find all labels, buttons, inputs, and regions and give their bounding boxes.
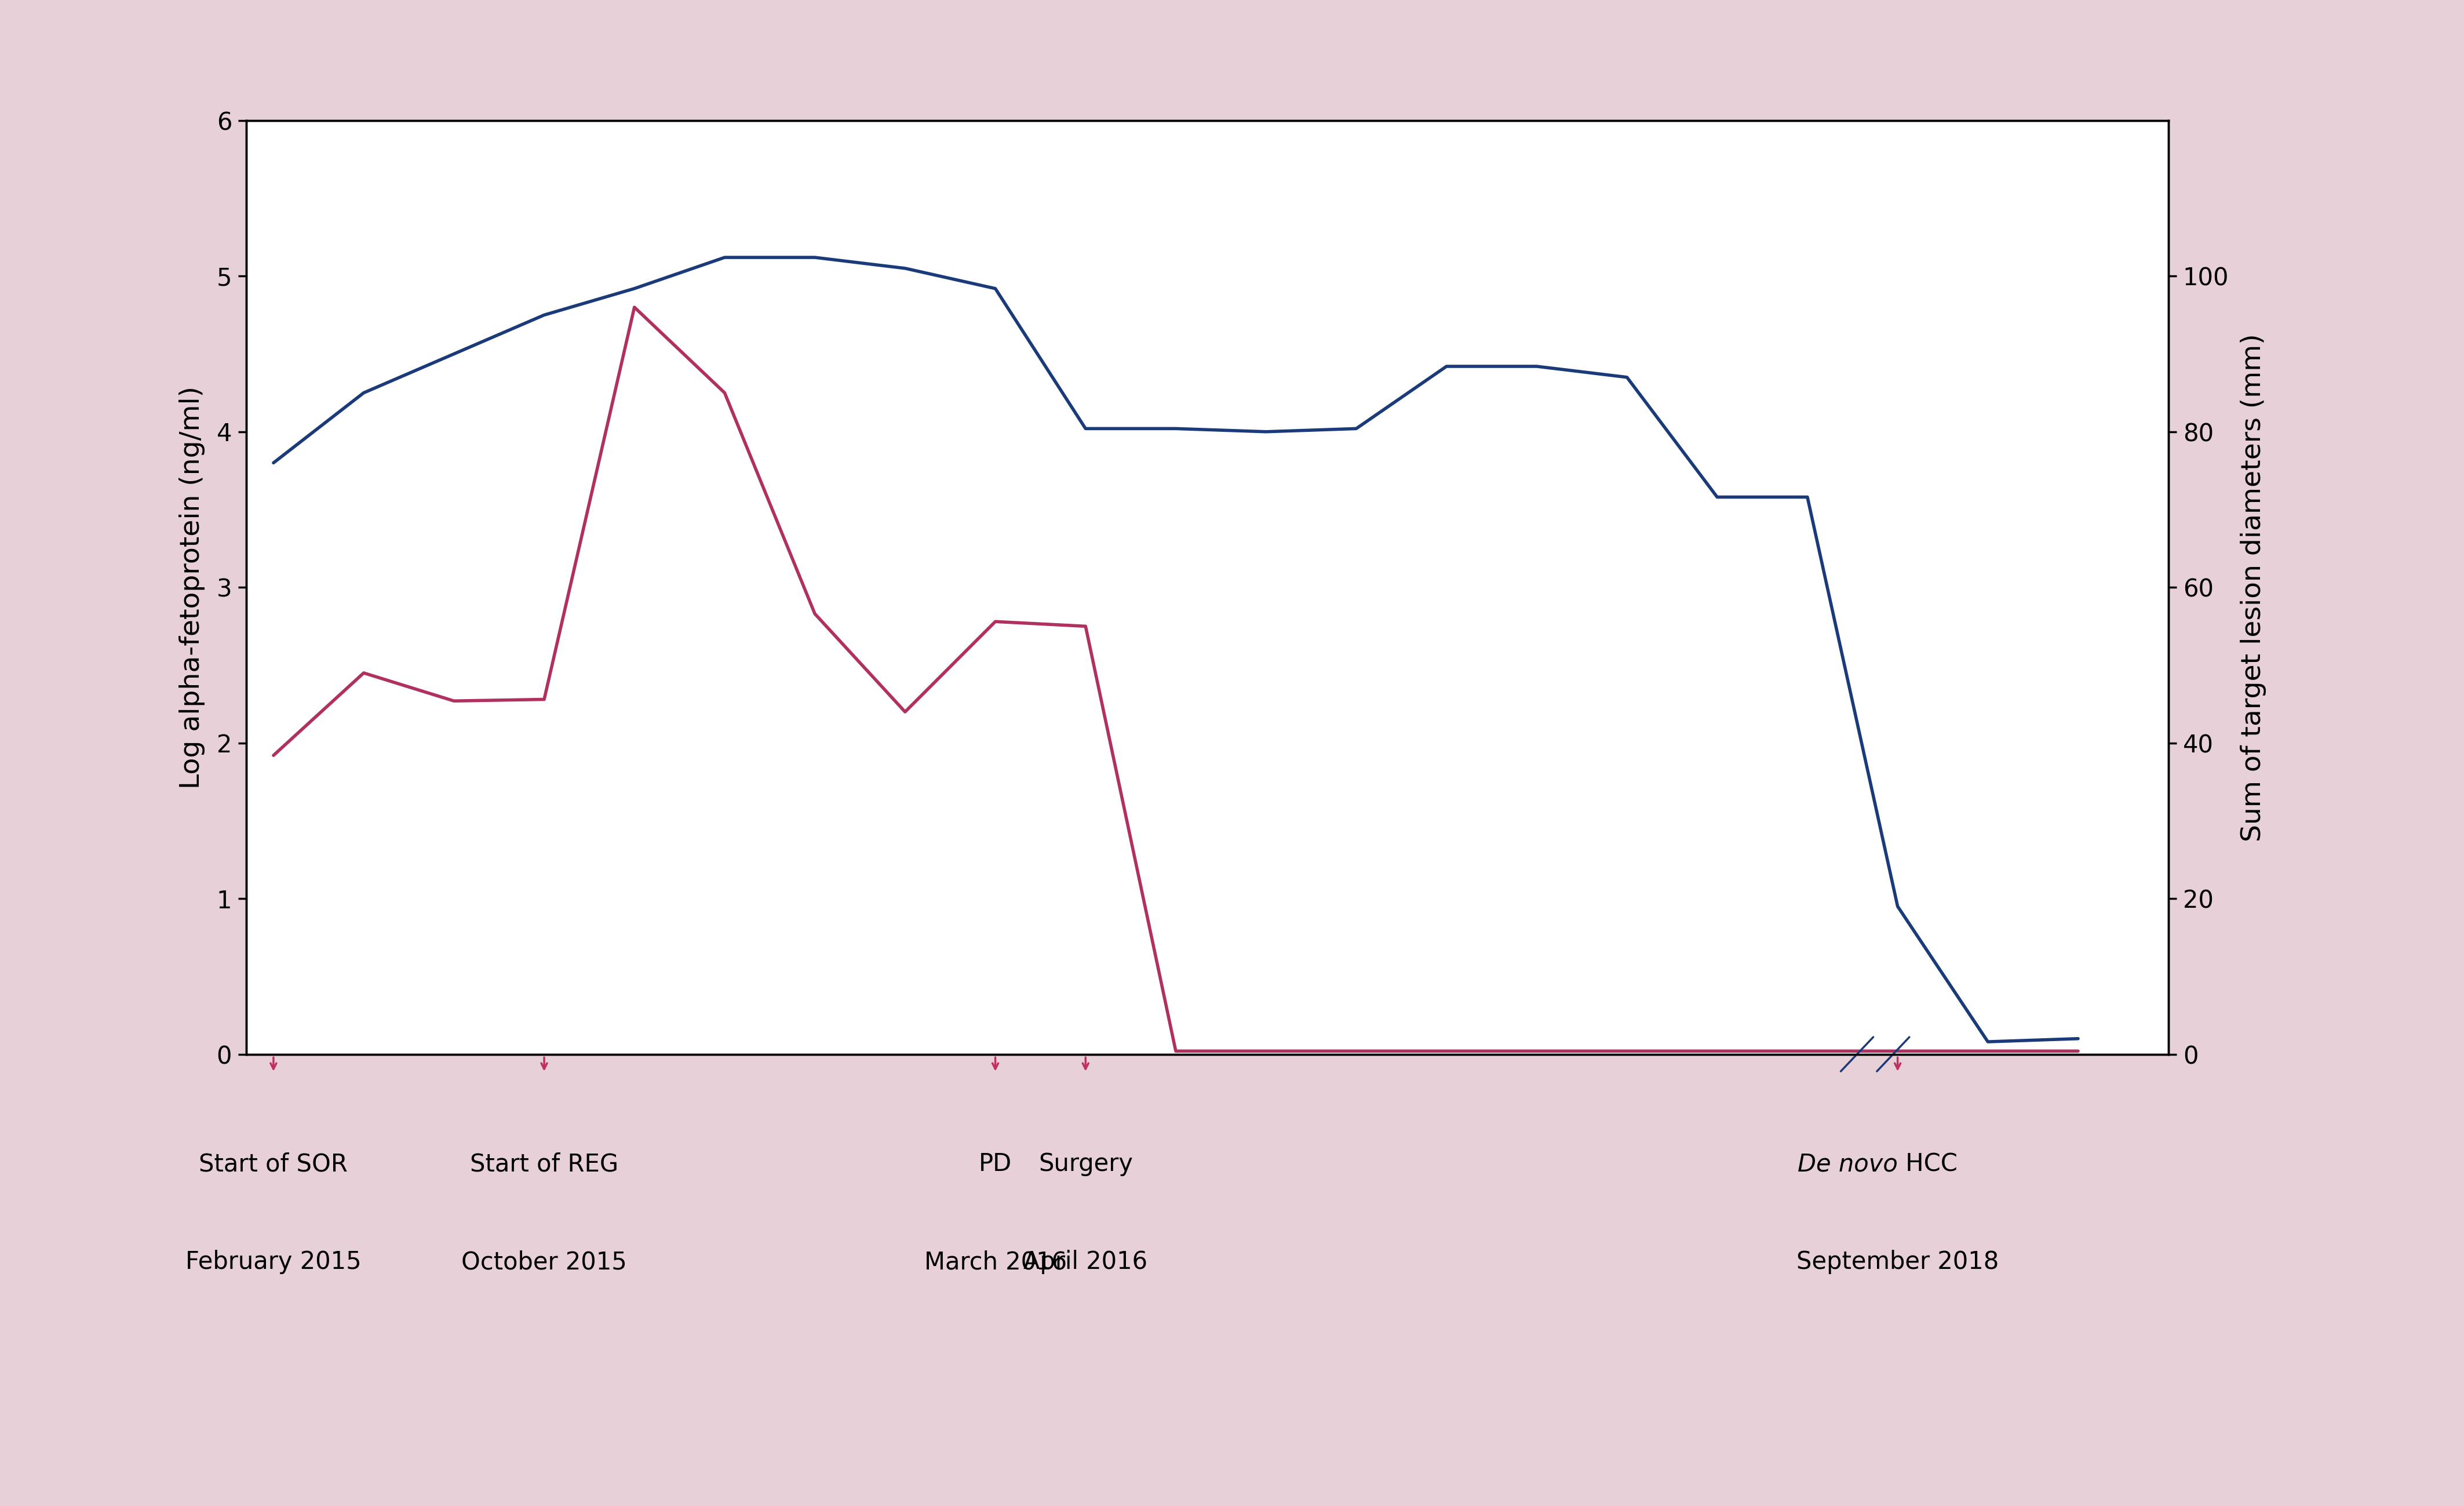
Text: De novo: De novo bbox=[1796, 1152, 1897, 1176]
Text: Start of REG: Start of REG bbox=[471, 1152, 618, 1176]
Text: October 2015: October 2015 bbox=[461, 1250, 626, 1274]
Text: March 2016: March 2016 bbox=[924, 1250, 1067, 1274]
Text: PD: PD bbox=[978, 1152, 1013, 1176]
Text: April 2016: April 2016 bbox=[1023, 1250, 1148, 1274]
Text: Surgery: Surgery bbox=[1037, 1152, 1133, 1176]
Text: September 2018: September 2018 bbox=[1796, 1250, 1998, 1274]
Text: HCC: HCC bbox=[1897, 1152, 1956, 1176]
Y-axis label: Log alpha-fetoprotein (ng/ml): Log alpha-fetoprotein (ng/ml) bbox=[180, 386, 205, 789]
Text: Start of SOR: Start of SOR bbox=[200, 1152, 347, 1176]
Y-axis label: Sum of target lesion diameters (mm): Sum of target lesion diameters (mm) bbox=[2240, 333, 2267, 842]
Text: February 2015: February 2015 bbox=[185, 1250, 362, 1274]
